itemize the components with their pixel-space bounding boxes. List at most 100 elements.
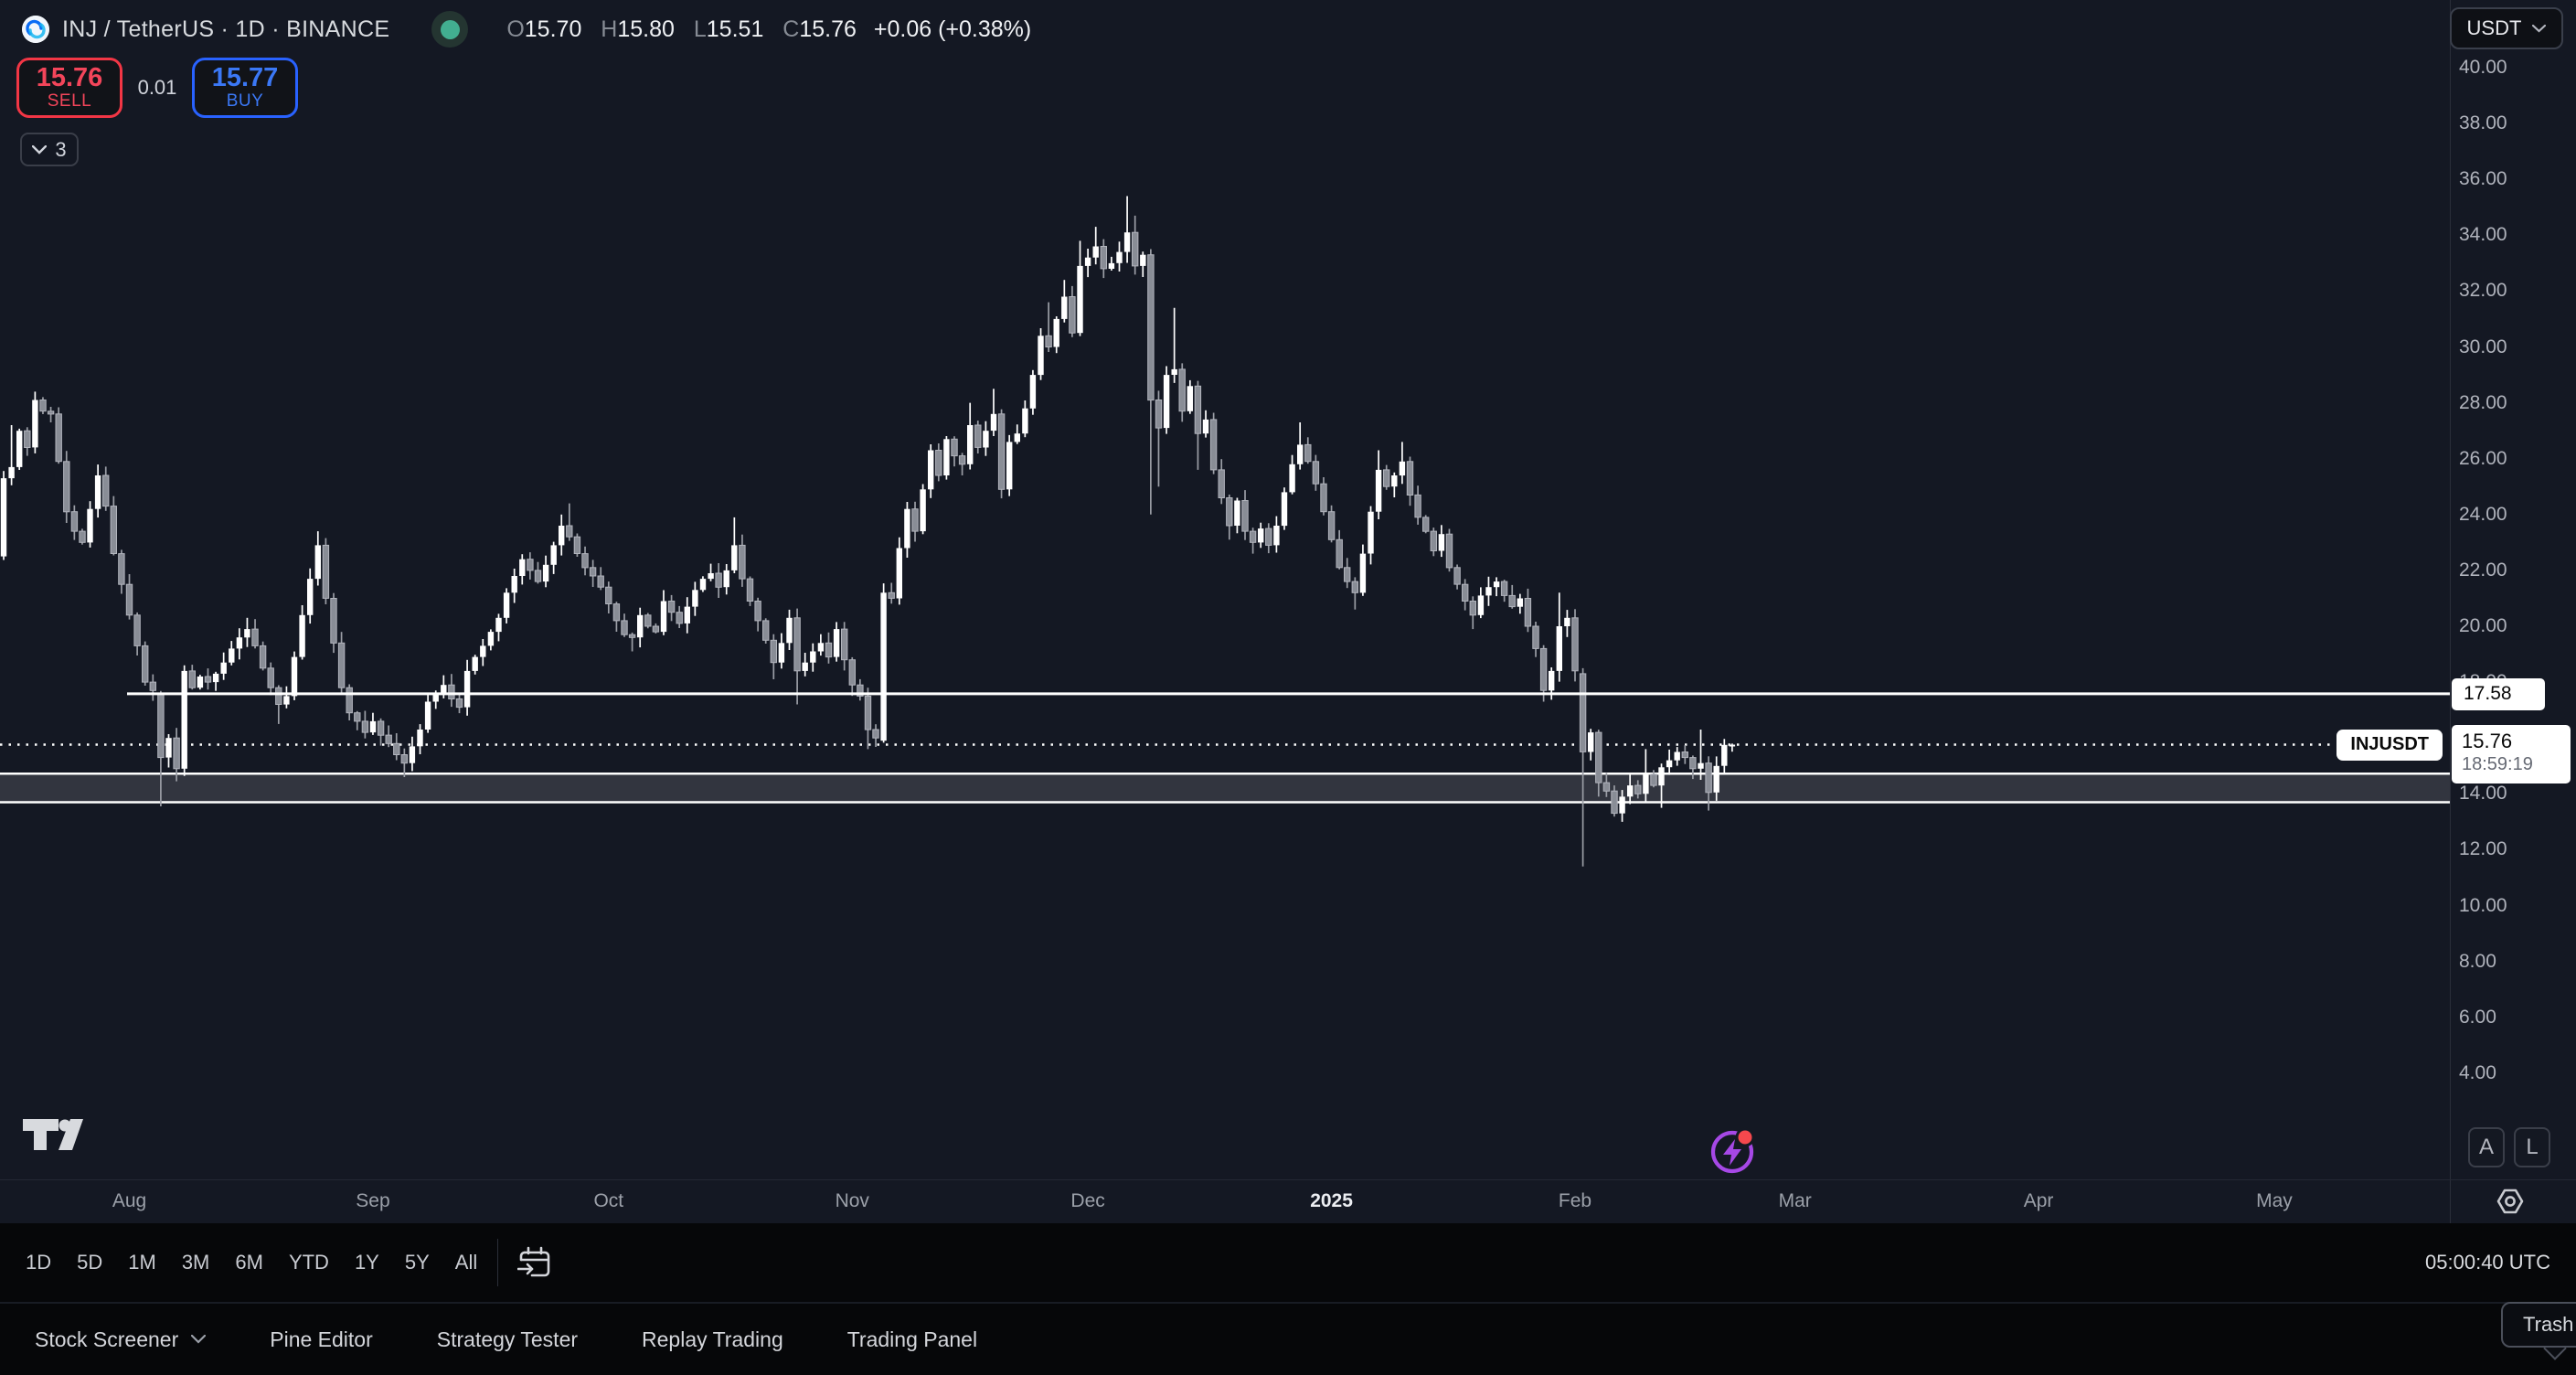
price-tick: 8.00 <box>2459 950 2496 972</box>
lightning-bolt-icon <box>1710 1127 1755 1174</box>
range-button-ytd[interactable]: YTD <box>288 1251 329 1274</box>
close-value: 15.76 <box>799 16 857 42</box>
last-price-label: 15.76 18:59:19 <box>2452 724 2571 783</box>
time-axis-label: 2025 <box>1310 1190 1353 1211</box>
range-button-3m[interactable]: 3M <box>181 1251 210 1274</box>
chevron-down-icon <box>191 1335 207 1344</box>
time-axis-label: Feb <box>1558 1190 1592 1211</box>
bottom-bar-item-replay-trading[interactable]: Replay Trading <box>642 1327 783 1352</box>
log-scale-button[interactable]: L <box>2514 1127 2550 1167</box>
buy-button[interactable]: 15.77 BUY <box>192 58 298 118</box>
bottom-bar-item-label: Strategy Tester <box>436 1327 579 1351</box>
buy-label: BUY <box>226 91 264 112</box>
low-value: 15.51 <box>706 16 764 42</box>
range-button-1m[interactable]: 1M <box>128 1251 156 1274</box>
sell-button[interactable]: 15.76 SELL <box>16 58 122 118</box>
sell-price: 15.76 <box>36 62 103 92</box>
price-tick: 40.00 <box>2459 57 2507 78</box>
time-axis-label: May <box>2256 1190 2293 1211</box>
time-axis-label: Oct <box>593 1190 624 1211</box>
alert-dot-icon <box>1738 1130 1752 1145</box>
bottom-bar-item-pine-editor[interactable]: Pine Editor <box>270 1327 373 1352</box>
range-button-5y[interactable]: 5Y <box>404 1251 430 1274</box>
calendar-arrow-icon <box>517 1246 550 1277</box>
time-axis-label: Aug <box>112 1190 147 1211</box>
lot-count-dropdown[interactable]: 3 <box>20 133 79 166</box>
price-tick: 28.00 <box>2459 391 2507 413</box>
auto-scale-button[interactable]: A <box>2468 1127 2505 1167</box>
inj-coin-icon[interactable] <box>22 16 49 43</box>
price-tick: 38.00 <box>2459 112 2507 134</box>
bottom-bar-item-label: Replay Trading <box>642 1327 783 1351</box>
ohlc-readout: O15.70 H15.80 L15.51 C15.76 +0.06 (+0.38… <box>494 16 1031 43</box>
price-scale[interactable]: 4.006.008.0010.0012.0014.0016.0018.0020.… <box>2451 0 2576 1179</box>
bottom-bar-item-label: Trading Panel <box>846 1327 978 1351</box>
range-button-6m[interactable]: 6M <box>235 1251 263 1274</box>
go-to-date-button[interactable] <box>509 1237 560 1288</box>
price-tick: 22.00 <box>2459 559 2507 581</box>
high-value: 15.80 <box>617 16 675 42</box>
price-tick: 12.00 <box>2459 838 2507 860</box>
range-button-all[interactable]: All <box>454 1251 478 1274</box>
instant-trade-panel: 15.76 SELL 0.01 15.77 BUY <box>16 58 298 118</box>
gear-icon <box>2496 1188 2524 1214</box>
symbol-header: INJ / TetherUS · 1D · BINANCE O15.70 H15… <box>22 11 1031 48</box>
change-value: +0.06 (+0.38%) <box>873 16 1032 42</box>
bottom-bar-item-label: Pine Editor <box>270 1327 373 1351</box>
bottom-bar-item-strategy-tester[interactable]: Strategy Tester <box>437 1327 578 1352</box>
price-tick: 30.00 <box>2459 336 2507 357</box>
chevron-down-icon <box>2532 24 2547 32</box>
date-range-buttons: 1D 5D 1M 3M 6M YTD 1Y 5Y All <box>13 1242 490 1284</box>
market-status-icon[interactable] <box>431 11 469 48</box>
bottom-bar-item-stock-screener[interactable]: Stock Screener <box>35 1327 207 1352</box>
bottom-bar-item-trading-panel[interactable]: Trading Panel <box>847 1327 977 1352</box>
time-axis[interactable]: Aug Sep Oct Nov Dec 2025 Feb Mar Apr May <box>0 1179 2576 1223</box>
currency-label: USDT <box>2466 16 2522 39</box>
open-label: O <box>506 16 525 42</box>
sell-label: SELL <box>47 91 92 112</box>
low-label: L <box>693 16 707 42</box>
time-axis-label: Sep <box>356 1190 390 1211</box>
price-tick: 6.00 <box>2459 1006 2496 1028</box>
open-value: 15.70 <box>524 16 582 42</box>
price-tick: 10.00 <box>2459 894 2507 916</box>
lot-count-value: 3 <box>55 137 67 161</box>
chevron-down-icon <box>32 144 48 155</box>
candles-group <box>0 196 1736 867</box>
currency-dropdown[interactable]: USDT <box>2450 7 2563 49</box>
utc-clock[interactable]: 05:00:40 UTC <box>2425 1251 2550 1274</box>
time-axis-label: Nov <box>835 1190 869 1211</box>
price-tick: 14.00 <box>2459 783 2507 805</box>
time-axis-label: Apr <box>2023 1190 2054 1211</box>
time-axis-label: Dec <box>1070 1190 1105 1211</box>
toolbar-divider <box>497 1239 499 1286</box>
range-button-1y[interactable]: 1Y <box>354 1251 379 1274</box>
tradingview-logo-icon[interactable] <box>22 1115 84 1156</box>
price-tick: 32.00 <box>2459 280 2507 302</box>
bottom-toolbar: 1D 5D 1M 3M 6M YTD 1Y 5Y All 05:00:40 UTC <box>0 1223 2576 1302</box>
price-scale-border <box>2450 0 2451 1223</box>
bar-countdown: 18:59:19 <box>2462 753 2533 774</box>
price-tick: 36.00 <box>2459 168 2507 190</box>
range-button-1d[interactable]: 1D <box>26 1251 52 1274</box>
price-tick: 24.00 <box>2459 503 2507 525</box>
symbol-title[interactable]: INJ / TetherUS · 1D · BINANCE <box>62 16 390 42</box>
bottom-panel-bar: Stock Screener Pine Editor Strategy Tester… <box>0 1302 2576 1375</box>
quick-alert-button[interactable] <box>1708 1125 1759 1177</box>
ray-price-label: 17.58 <box>2452 677 2545 710</box>
time-axis-label: Mar <box>1778 1190 1812 1211</box>
high-label: H <box>601 16 618 42</box>
price-tick: 34.00 <box>2459 224 2507 246</box>
bottom-bar-item-label: Stock Screener <box>35 1327 179 1351</box>
level-lines-under <box>0 743 2450 804</box>
range-button-5d[interactable]: 5D <box>77 1251 103 1274</box>
price-tick: 4.00 <box>2459 1061 2496 1083</box>
scale-settings-button[interactable] <box>2495 1186 2526 1217</box>
price-tick: 26.00 <box>2459 447 2507 469</box>
symbol-price-tag: INJUSDT <box>2336 729 2443 761</box>
trash-tooltip: Trash <box>2501 1302 2576 1348</box>
close-label: C <box>782 16 800 42</box>
last-price-value: 15.76 <box>2462 729 2513 752</box>
